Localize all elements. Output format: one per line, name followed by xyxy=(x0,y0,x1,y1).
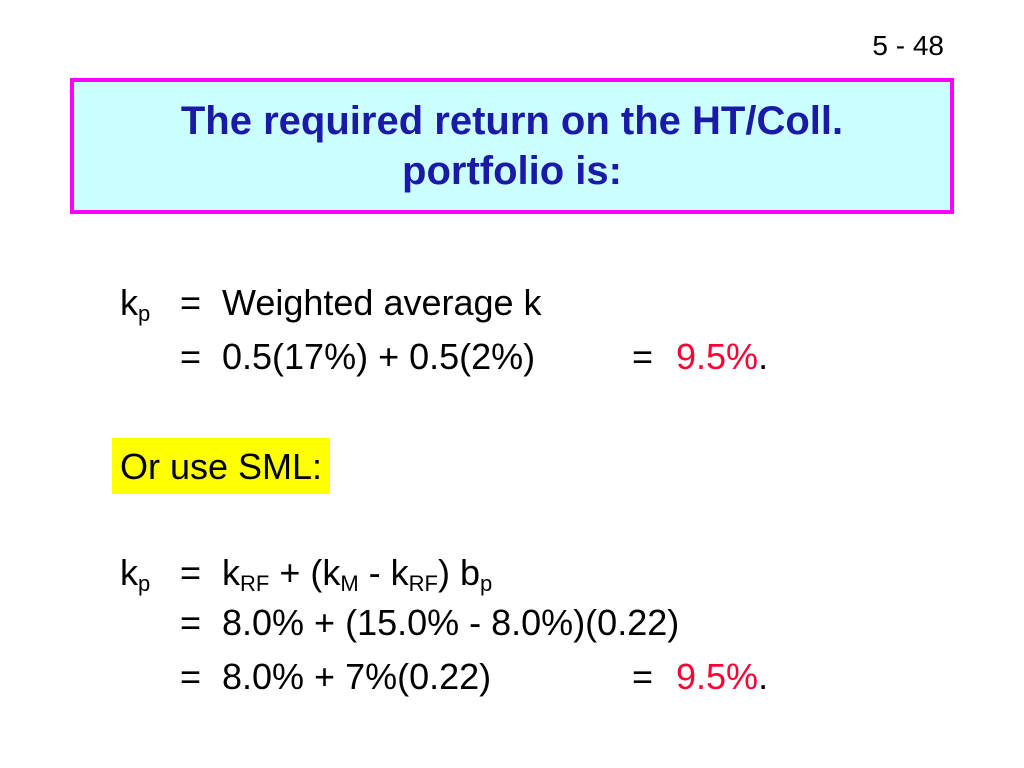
kp-label-2: kp xyxy=(120,552,151,596)
equals-sign: = xyxy=(632,336,654,377)
slide-number: 5 - 48 xyxy=(872,30,944,61)
sml-calc-1: 8.0% + (15.0% - 8.0%)(0.22) xyxy=(222,602,680,643)
title-line-1: The required return on the HT/Coll. xyxy=(180,99,844,143)
equals-sign: = xyxy=(180,602,202,643)
weighted-result: 9.5%. xyxy=(676,336,769,377)
equals-sign: = xyxy=(632,656,654,697)
weighted-calc: 0.5(17%) + 0.5(2%) xyxy=(222,336,536,377)
title-line-2: portfolio is: xyxy=(402,149,622,193)
equals-sign: = xyxy=(180,552,202,593)
sml-formula: kRF + (kM - kRF) bp xyxy=(222,552,493,596)
equals-sign: = xyxy=(180,656,202,697)
equals-sign: = xyxy=(180,336,202,377)
equals-sign: = xyxy=(180,282,202,323)
sml-highlight-label: Or use SML: xyxy=(112,438,331,494)
result-value: 9.5% xyxy=(676,656,759,697)
sml-result: 9.5%. xyxy=(676,656,769,697)
title-box: The required return on the HT/Coll. port… xyxy=(70,78,954,214)
kp-label-1: kp xyxy=(120,282,151,326)
sml-calc-2: 8.0% + 7%(0.22) xyxy=(222,656,492,697)
weighted-average-text: Weighted average k xyxy=(222,282,542,323)
result-value: 9.5% xyxy=(676,336,759,377)
